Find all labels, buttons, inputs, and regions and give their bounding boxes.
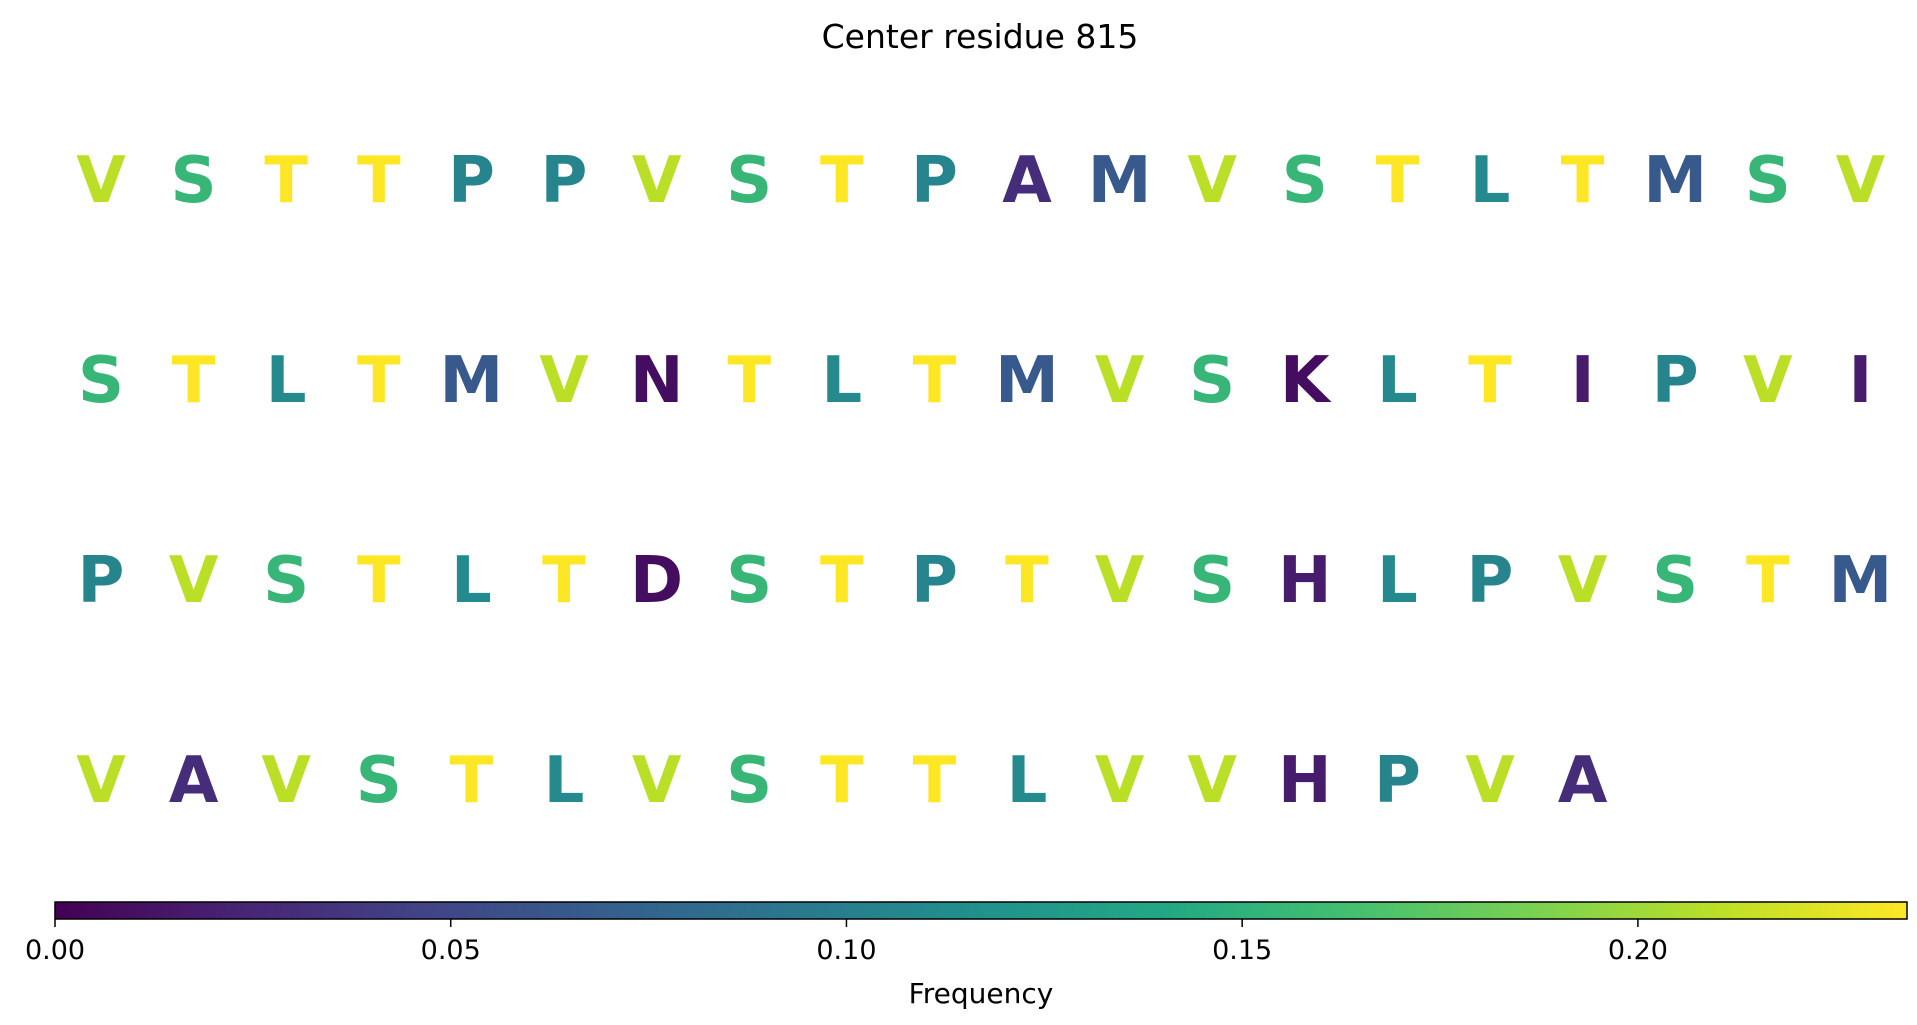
- residue-letter: V: [1187, 144, 1237, 218]
- residue-letter: T: [357, 544, 401, 618]
- residue-letter: V: [1558, 544, 1608, 618]
- residue-letter: T: [1376, 144, 1420, 218]
- residue-letter: P: [911, 144, 958, 218]
- residue-letter: T: [264, 144, 308, 218]
- residue-letter: T: [727, 344, 771, 418]
- residue-letter: P: [541, 144, 588, 218]
- residue-letter: L: [1007, 744, 1048, 818]
- residue-letter: T: [913, 344, 957, 418]
- residue-letter: P: [448, 144, 495, 218]
- residue-letter: V: [539, 344, 589, 418]
- residue-letter: V: [1095, 344, 1145, 418]
- residue-letter: T: [357, 344, 401, 418]
- chart-title: Center residue 815: [822, 17, 1139, 56]
- residue-letter: S: [356, 744, 402, 818]
- residue-letter: T: [542, 544, 586, 618]
- colorbar-ticks: 0.00 0.05 0.10 0.15 0.20: [25, 919, 1668, 966]
- residue-letter: A: [169, 744, 219, 818]
- residue-letter: V: [169, 544, 219, 618]
- residue-letter: V: [632, 144, 682, 218]
- residue-letter: T: [820, 544, 864, 618]
- residue-letter: P: [78, 544, 125, 618]
- residue-letter: T: [820, 744, 864, 818]
- residue-letter: T: [820, 144, 864, 218]
- colorbar-tick-label: 0.20: [1608, 935, 1668, 966]
- residue-letter: A: [1002, 144, 1052, 218]
- residue-letter: V: [1465, 744, 1515, 818]
- residue-letter: T: [172, 344, 216, 418]
- colorbar-label: Frequency: [909, 977, 1054, 1010]
- residue-letter: S: [1189, 344, 1235, 418]
- residue-letter: A: [1558, 744, 1608, 818]
- residue-letter: L: [1377, 544, 1418, 618]
- residue-letter: V: [261, 744, 311, 818]
- colorbar-gradient: [55, 902, 1907, 919]
- residue-letter: S: [171, 144, 217, 218]
- residue-letter: T: [357, 144, 401, 218]
- residue-letter: V: [1095, 544, 1145, 618]
- residue-letter: P: [1467, 544, 1514, 618]
- colorbar: 0.00 0.05 0.10 0.15 0.20: [25, 901, 1908, 966]
- residue-letter: T: [450, 744, 494, 818]
- residue-letter: K: [1280, 344, 1332, 418]
- residue-letter: M: [1643, 144, 1707, 218]
- residue-letter: M: [440, 344, 504, 418]
- residue-letter: S: [726, 144, 772, 218]
- residue-letter: V: [76, 144, 126, 218]
- residue-letter: S: [78, 344, 124, 418]
- residue-letter: S: [1745, 144, 1791, 218]
- residue-letter: T: [913, 744, 957, 818]
- colorbar-tick-label: 0.15: [1212, 935, 1272, 966]
- residue-letter: S: [726, 744, 772, 818]
- colorbar-tick-label: 0.05: [421, 935, 481, 966]
- residue-letter: V: [1187, 744, 1237, 818]
- residue-letter: T: [1005, 544, 1049, 618]
- residue-letter: I: [1571, 344, 1595, 418]
- colorbar-tick-label: 0.00: [25, 935, 85, 966]
- residue-letter: P: [911, 544, 958, 618]
- residue-letter: I: [1848, 344, 1872, 418]
- residue-letter: L: [266, 344, 307, 418]
- colorbar-frame: [54, 901, 1908, 920]
- residue-letter: S: [1652, 544, 1698, 618]
- residue-letter: T: [1561, 144, 1605, 218]
- residue-letter: S: [1282, 144, 1328, 218]
- residue-letter: D: [630, 544, 683, 618]
- residue-letter: T: [1468, 344, 1512, 418]
- residue-letter: S: [1189, 544, 1235, 618]
- residue-letter: L: [821, 344, 862, 418]
- residue-letter: M: [1829, 544, 1893, 618]
- residue-letter: M: [1088, 144, 1152, 218]
- residue-letter: N: [630, 344, 684, 418]
- residue-letter: L: [451, 544, 492, 618]
- residue-letter: V: [1836, 144, 1886, 218]
- residue-letter: L: [1470, 144, 1511, 218]
- residue-letter: H: [1278, 744, 1332, 818]
- residue-grid: V S T T P P V S T P A M V S T L T M S VS T L T M V N T L T M V S K L T I P V I…: [76, 144, 1892, 818]
- residue-letter: P: [1652, 344, 1699, 418]
- residue-letter: P: [1374, 744, 1421, 818]
- colorbar-tick-label: 0.10: [816, 935, 876, 966]
- residue-letter: S: [726, 544, 772, 618]
- residue-letter: H: [1278, 544, 1332, 618]
- residue-letter: L: [544, 744, 585, 818]
- residue-letter: L: [1377, 344, 1418, 418]
- residue-letter: S: [263, 544, 309, 618]
- residue-letter: M: [995, 344, 1059, 418]
- residue-letter: V: [632, 744, 682, 818]
- residue-letter: T: [1746, 544, 1790, 618]
- residue-letter: V: [1743, 344, 1793, 418]
- residue-letter: V: [1095, 744, 1145, 818]
- residue-letter: V: [76, 744, 126, 818]
